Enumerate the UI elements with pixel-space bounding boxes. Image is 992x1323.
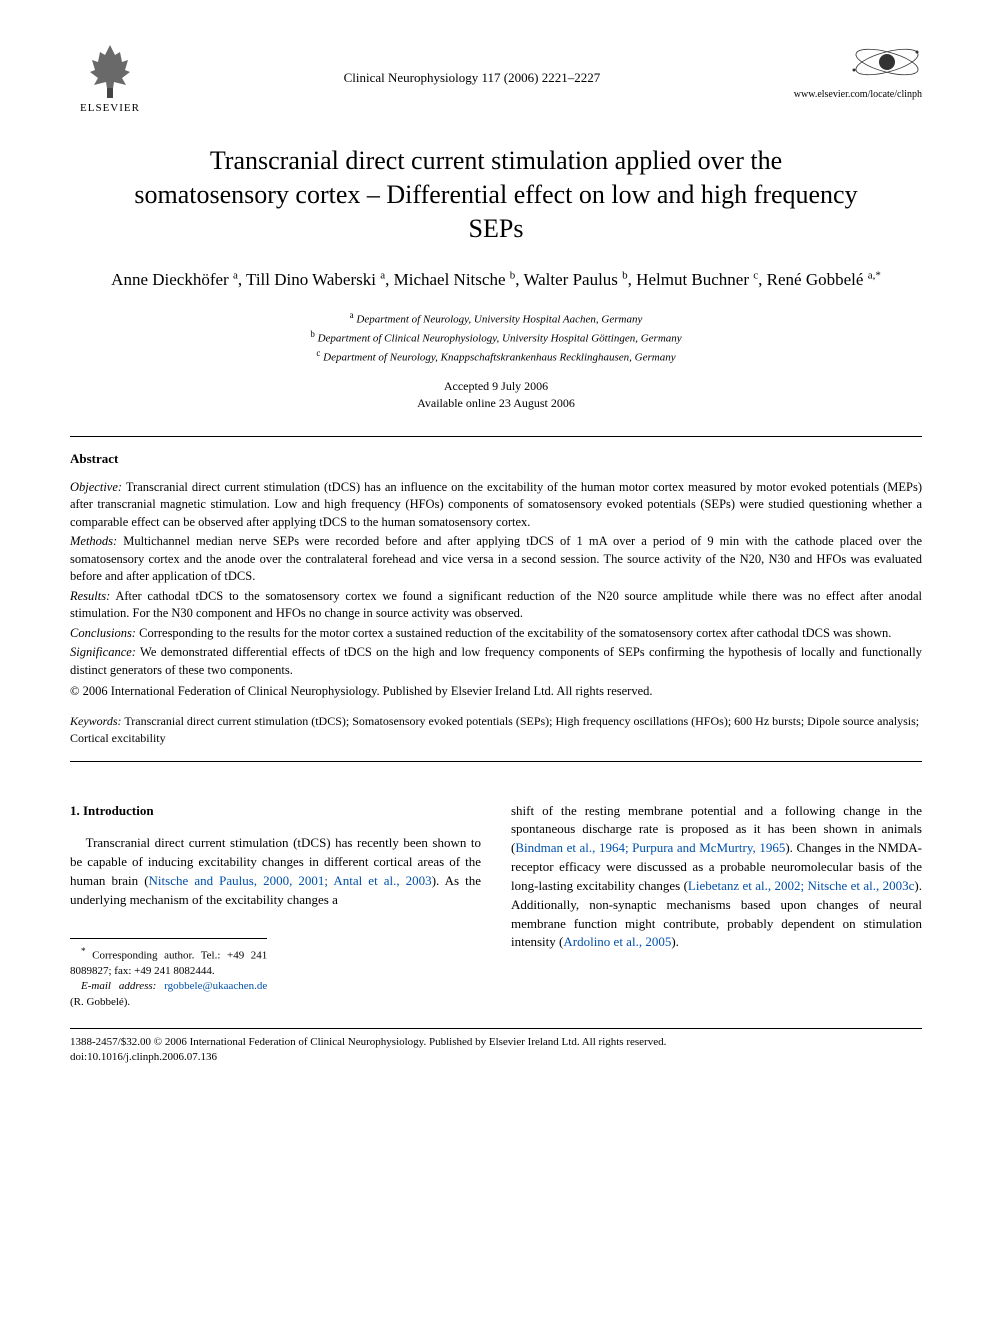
publisher-name: ELSEVIER [80, 102, 140, 114]
methods-text: Multichannel median nerve SEPs were reco… [70, 534, 922, 583]
corr-line1: Corresponding author. Tel.: +49 241 8089… [70, 949, 267, 976]
ref-link-2[interactable]: Bindman et al., 1964; Purpura and McMurt… [515, 840, 785, 855]
abstract-copyright: © 2006 International Federation of Clini… [70, 683, 922, 701]
rule-bottom [70, 761, 922, 762]
page-footer: 1388-2457/$32.00 © 2006 International Fe… [70, 1028, 922, 1066]
ref-link-1[interactable]: Nitsche and Paulus, 2000, 2001; Antal et… [149, 873, 432, 888]
affiliations: a Department of Neurology, University Ho… [70, 309, 922, 366]
online-date: Available online 23 August 2006 [70, 395, 922, 412]
significance-label: Significance: [70, 645, 136, 659]
objective-label: Objective: [70, 480, 122, 494]
article-title: Transcranial direct current stimulation … [130, 144, 862, 245]
keywords-text: Transcranial direct current stimulation … [70, 714, 919, 745]
introduction-heading: 1. Introduction [70, 802, 481, 821]
body-columns: 1. Introduction Transcranial direct curr… [70, 802, 922, 1010]
journal-citation: Clinical Neurophysiology 117 (2006) 2221… [344, 40, 601, 86]
site-url: www.elsevier.com/locate/clinph [794, 89, 922, 100]
corresponding-author-footnote: * Corresponding author. Tel.: +49 241 80… [70, 938, 267, 1010]
results-text: After cathodal tDCS to the somatosensory… [70, 589, 922, 621]
methods-label: Methods: [70, 534, 117, 548]
clinph-logo-icon [832, 40, 922, 85]
objective-text: Transcranial direct current stimulation … [70, 480, 922, 529]
rule-top [70, 436, 922, 437]
abstract-body: Objective: Transcranial direct current s… [70, 479, 922, 701]
article-dates: Accepted 9 July 2006 Available online 23… [70, 378, 922, 412]
publisher-logo: ELSEVIER [70, 40, 150, 114]
significance-text: We demonstrated differential effects of … [70, 645, 922, 677]
affiliation-b: Department of Clinical Neurophysiology, … [318, 333, 682, 345]
ref-link-4[interactable]: Ardolino et al., 2005 [563, 934, 671, 949]
column-right: shift of the resting membrane potential … [511, 802, 922, 1010]
abstract-heading: Abstract [70, 451, 922, 467]
corr-email[interactable]: rgobbele@ukaachen.de [164, 980, 267, 992]
column-left: 1. Introduction Transcranial direct curr… [70, 802, 481, 1010]
conclusions-text: Corresponding to the results for the mot… [139, 626, 891, 640]
conclusions-label: Conclusions: [70, 626, 136, 640]
authors: Anne Dieckhöfer a, Till Dino Waberski a,… [70, 267, 922, 293]
intro-paragraph-1-cont: shift of the resting membrane potential … [511, 802, 922, 953]
ref-link-3[interactable]: Liebetanz et al., 2002; Nitsche et al., … [688, 878, 914, 893]
email-label: E-mail address: [81, 980, 156, 992]
keywords-label: Keywords: [70, 714, 122, 728]
keywords: Keywords: Transcranial direct current st… [70, 713, 922, 747]
intro-paragraph-1: Transcranial direct current stimulation … [70, 834, 481, 909]
page-header: ELSEVIER Clinical Neurophysiology 117 (2… [70, 40, 922, 114]
footer-doi: doi:10.1016/j.clinph.2006.07.136 [70, 1050, 922, 1065]
affiliation-a: Department of Neurology, University Hosp… [356, 314, 642, 326]
results-label: Results: [70, 589, 110, 603]
affiliation-c: Department of Neurology, Knappschaftskra… [323, 352, 675, 364]
accepted-date: Accepted 9 July 2006 [70, 378, 922, 395]
corr-email-person: (R. Gobbelé). [70, 996, 130, 1008]
journal-logo-block: www.elsevier.com/locate/clinph [794, 40, 922, 100]
footer-copyright: 1388-2457/$32.00 © 2006 International Fe… [70, 1035, 922, 1050]
elsevier-tree-icon [80, 40, 140, 100]
